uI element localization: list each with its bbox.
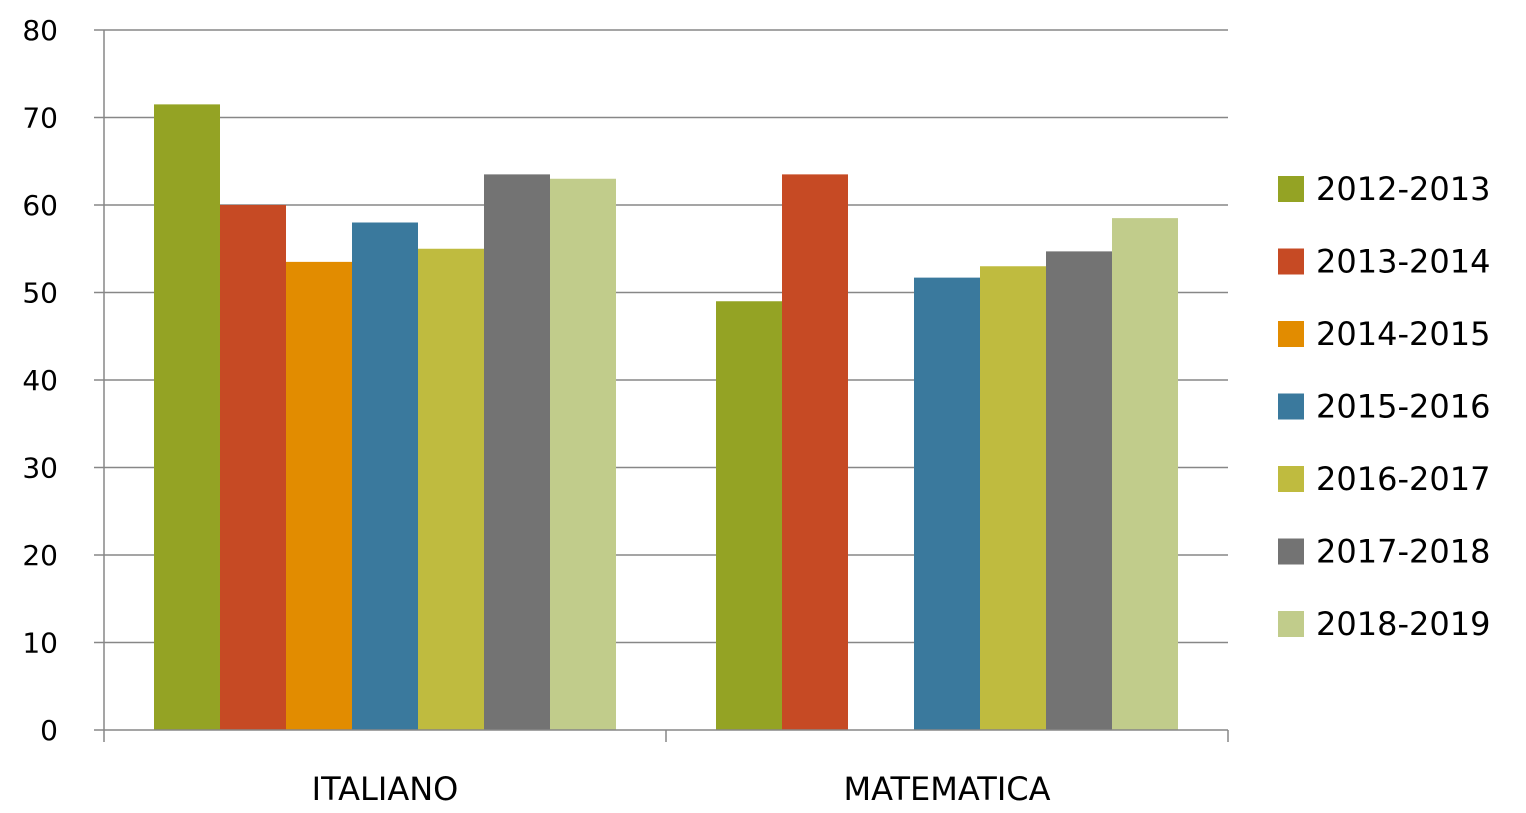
legend-swatch [1278,248,1304,275]
axes: 0 10 20 30 40 50 60 70 80 ITALIANO MATEMATICA [22,14,1229,808]
legend-swatch [1278,176,1304,202]
x-category-label: MATEMATICA [843,770,1050,808]
legend-swatch [1278,538,1304,565]
legend-label: 2012-2013 [1316,170,1490,208]
bar-2015-2016-MATEMATICA [914,277,980,730]
bar-2012-2013-ITALIANO [154,104,220,730]
bar-2018-2019-ITALIANO [550,178,616,730]
y-tick-label: 10 [22,627,58,660]
bar-2017-2018-MATEMATICA [1046,251,1112,730]
x-category-label: ITALIANO [312,770,459,808]
legend-label: 2013-2014 [1316,243,1490,281]
bar-2013-2014-ITALIANO [220,205,286,730]
bar-2013-2014-MATEMATICA [782,174,848,730]
bars [154,104,1178,730]
legend-swatch [1278,321,1304,347]
bar-2012-2013-MATEMATICA [716,301,782,730]
legend-swatch [1278,393,1304,420]
y-tick-label: 50 [22,277,58,310]
legend-label: 2016-2017 [1316,460,1490,498]
y-tick-label: 60 [22,189,58,222]
bar-2014-2015-ITALIANO [286,261,352,730]
legend-swatch [1278,611,1304,637]
bar-2018-2019-MATEMATICA [1112,218,1178,730]
legend-label: 2018-2019 [1316,605,1490,643]
y-tick-label: 20 [22,539,58,572]
y-tick-label: 70 [22,102,58,135]
legend-label: 2017-2018 [1316,533,1490,571]
y-tick-label: 40 [22,364,58,397]
y-tick-label: 80 [22,14,58,47]
bar-2015-2016-ITALIANO [352,222,418,730]
bar-2016-2017-MATEMATICA [980,266,1046,730]
bar-2016-2017-ITALIANO [418,248,484,730]
bar-2017-2018-ITALIANO [484,174,550,730]
legend-swatch [1278,466,1304,492]
y-tick-label: 0 [40,714,58,747]
legend-label: 2015-2016 [1316,388,1490,426]
y-tick-label: 30 [22,452,58,485]
legend-label: 2014-2015 [1316,315,1490,353]
legend: 2012-2013 2013-2014 2014-2015 2015-2016 2016… [1278,170,1490,643]
